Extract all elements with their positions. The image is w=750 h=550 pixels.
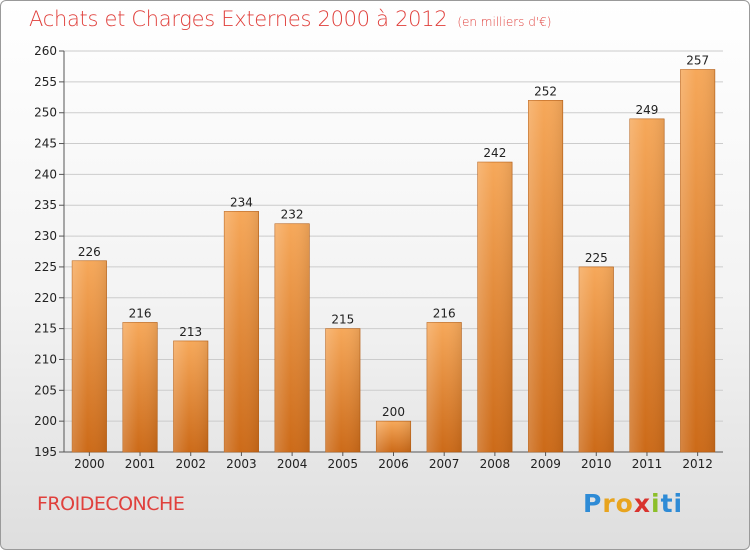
x-tick-label: 2012 xyxy=(682,457,713,471)
x-tick-label: 2009 xyxy=(530,457,561,471)
logo-letter-p: P xyxy=(583,489,603,518)
x-tick-label: 2005 xyxy=(328,457,359,471)
bar-shine xyxy=(173,340,208,452)
bar-2002 xyxy=(173,340,209,453)
bar-2011 xyxy=(629,118,665,453)
bar-shine xyxy=(426,322,462,452)
y-tick-label: 240 xyxy=(34,167,57,181)
bar-shine xyxy=(224,211,259,452)
bar-value-label: 200 xyxy=(382,405,405,419)
x-tick-label: 2011 xyxy=(632,457,663,471)
bar-value-label: 213 xyxy=(179,325,202,339)
y-tick-label: 250 xyxy=(34,106,57,120)
bar-2000 xyxy=(71,260,107,453)
logo-letter-o: o xyxy=(615,489,634,518)
bar-value-label: 257 xyxy=(686,54,709,68)
x-tick-label: 2008 xyxy=(480,457,511,471)
bar-shine xyxy=(122,322,158,452)
y-tick-label: 220 xyxy=(34,291,57,305)
y-tick-label: 195 xyxy=(34,445,57,459)
bar-2001 xyxy=(122,322,158,453)
chart-title-text: Achats et Charges Externes 2000 à 2012 xyxy=(29,7,448,31)
bar-value-label: 234 xyxy=(230,195,253,209)
x-tick-label: 2004 xyxy=(277,457,308,471)
logo-letter-i: i xyxy=(651,489,661,518)
x-tick-label: 2010 xyxy=(581,457,612,471)
bar-2009 xyxy=(528,100,564,453)
bar-value-label: 252 xyxy=(534,84,557,98)
bar-shine xyxy=(680,69,715,452)
x-tick-label: 2006 xyxy=(378,457,409,471)
logo-letter-x: x xyxy=(633,489,651,518)
bar-2007 xyxy=(426,322,462,453)
logo-letter-ti: ti xyxy=(660,489,684,518)
bar-value-label: 242 xyxy=(483,146,506,160)
grid-layer xyxy=(64,50,723,453)
chart-title: Achats et Charges Externes 2000 à 2012 (e… xyxy=(29,7,551,31)
bar-value-label: 225 xyxy=(585,251,608,265)
x-tick-label: 2003 xyxy=(226,457,257,471)
bar-value-label: 216 xyxy=(433,306,456,320)
bar-shine xyxy=(629,118,665,452)
bar-shine xyxy=(528,100,563,452)
x-tick-label: 2002 xyxy=(175,457,206,471)
y-tick-label: 255 xyxy=(34,75,57,89)
bar-value-label: 249 xyxy=(636,103,659,117)
bar-2012 xyxy=(680,69,716,453)
y-tick-label: 200 xyxy=(34,414,57,428)
x-tick-label: 2001 xyxy=(125,457,156,471)
bar-value-label: 226 xyxy=(78,245,101,259)
bar-value-label: 215 xyxy=(331,313,354,327)
bar-2003 xyxy=(223,211,259,453)
bar-shine xyxy=(274,223,310,452)
y-tick-label: 230 xyxy=(34,229,57,243)
bar-2010 xyxy=(578,266,614,453)
x-tick-label: 2000 xyxy=(74,457,105,471)
y-tick-label: 260 xyxy=(34,44,57,58)
y-tick-label: 225 xyxy=(34,260,57,274)
logo-letter-r: r xyxy=(602,489,616,518)
y-tick-label: 215 xyxy=(34,322,57,336)
bar-layer xyxy=(71,69,716,453)
bar-shine xyxy=(477,162,513,453)
bar-2006 xyxy=(375,420,412,453)
chart-subtitle: (en milliers d'€) xyxy=(457,15,552,29)
bar-2005 xyxy=(325,328,361,453)
bar-shine xyxy=(72,260,107,452)
proxiti-logo[interactable]: Proxiti xyxy=(583,489,683,518)
y-tick-label: 245 xyxy=(34,137,57,151)
bar-2004 xyxy=(274,223,310,453)
bar-shine xyxy=(376,421,411,452)
label-layer: 226 2000 216 2001 213 2002 234 2003 232 2004 215 20… xyxy=(74,54,713,471)
y-tick-label: 210 xyxy=(34,352,57,366)
bar-value-label: 216 xyxy=(129,306,152,320)
bar-shine xyxy=(325,328,361,452)
bar-value-label: 232 xyxy=(281,208,304,222)
y-tick-label: 235 xyxy=(34,198,57,212)
bar-2008 xyxy=(477,161,513,453)
place-name: FROIDECONCHE xyxy=(37,493,185,515)
y-tick-label: 205 xyxy=(34,383,57,397)
x-tick-label: 2007 xyxy=(429,457,460,471)
bar-shine xyxy=(579,266,614,452)
